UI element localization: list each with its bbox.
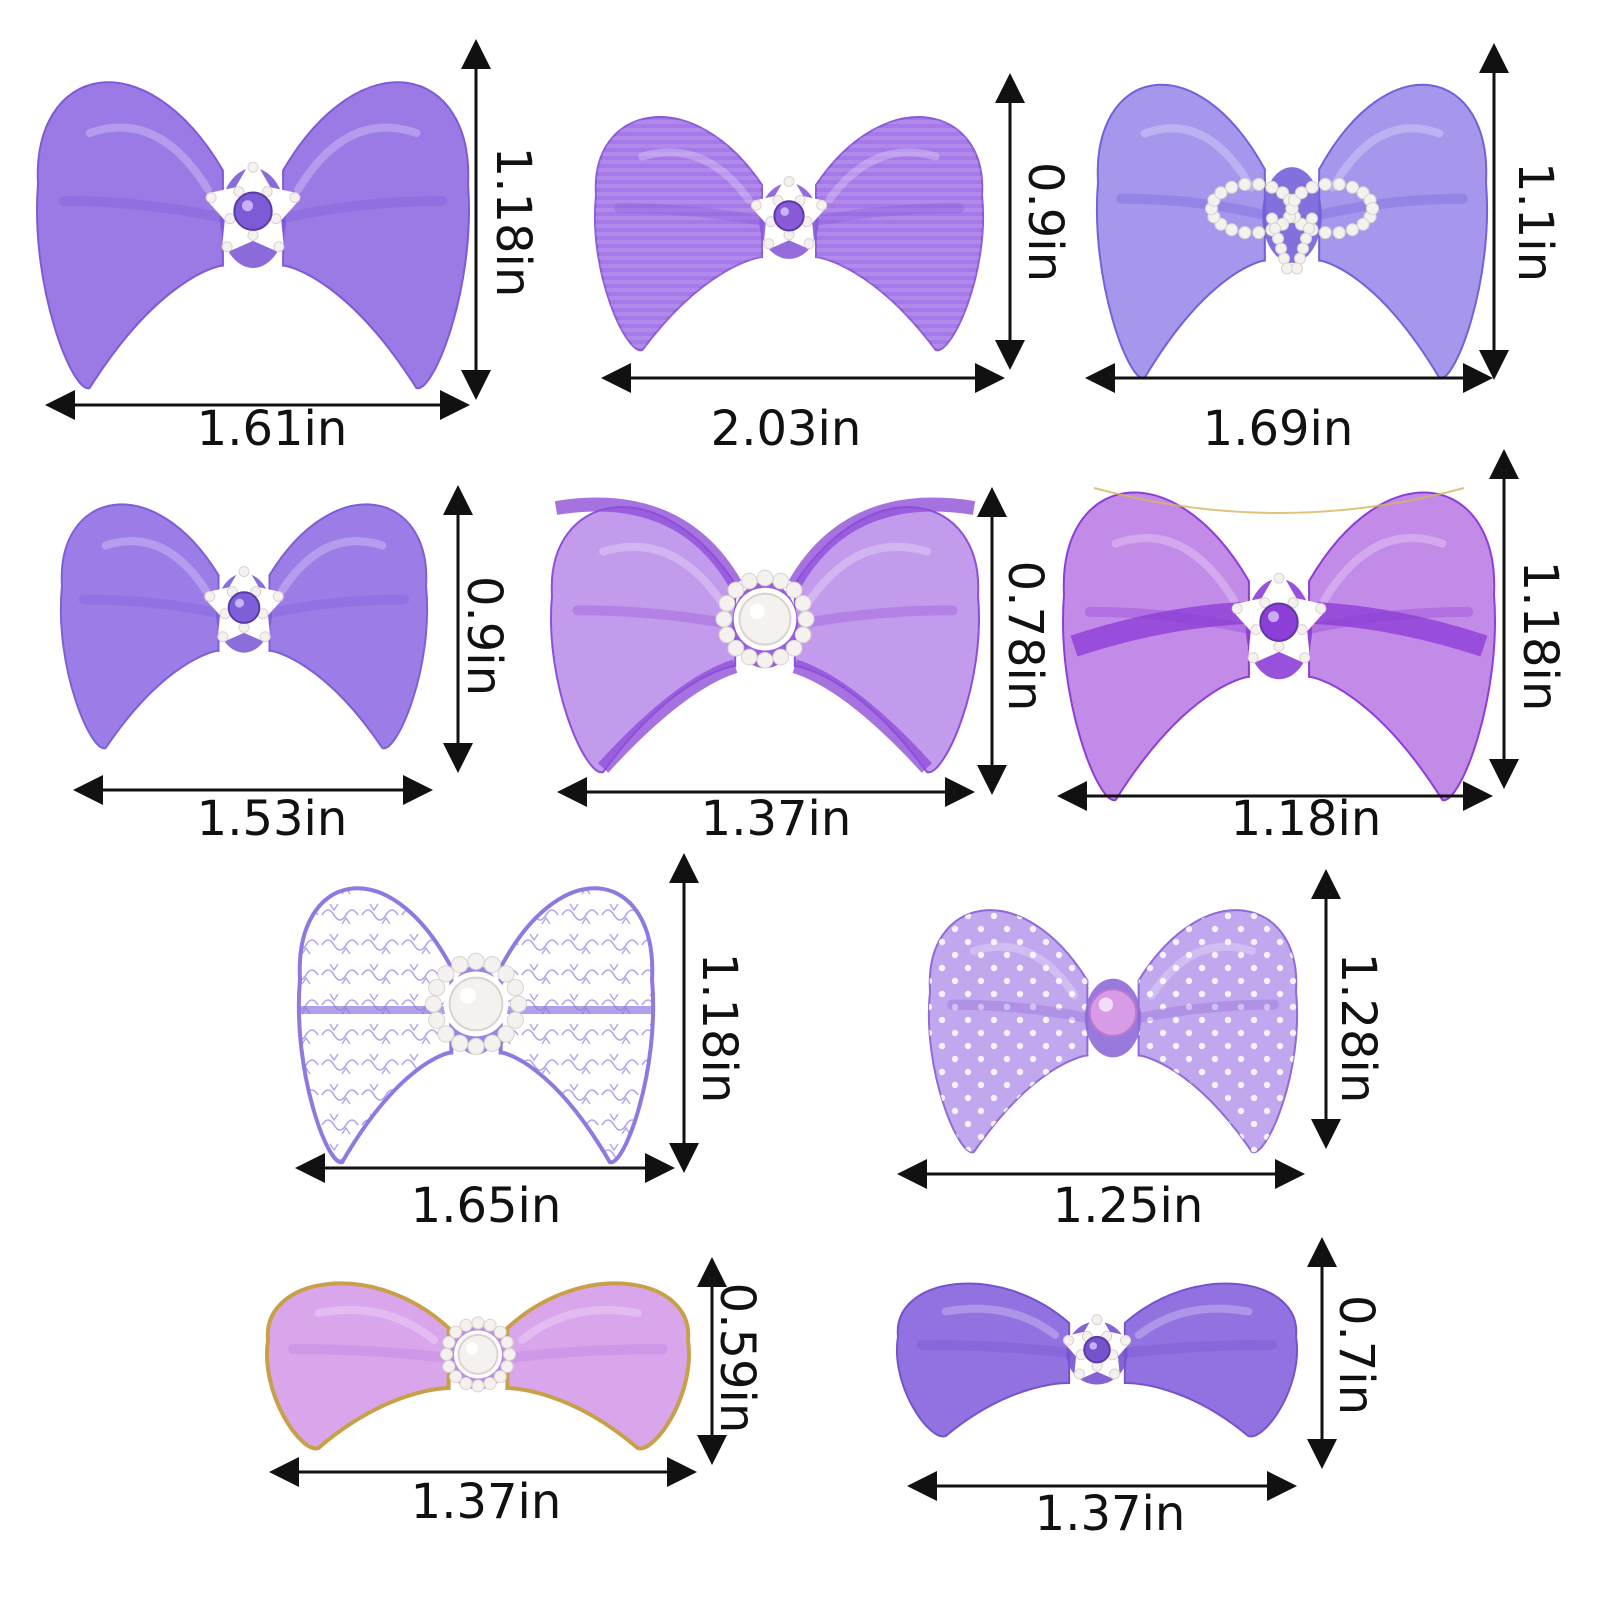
- width-label-9: 1.37in: [410, 1474, 562, 1530]
- width-label-5: 1.37in: [700, 791, 852, 847]
- height-label-9: 0.59in: [709, 1282, 765, 1434]
- height-label-6: 1.18in: [1512, 560, 1568, 712]
- height-label-1: 1.18in: [485, 146, 541, 298]
- height-label-5: 0.78in: [997, 560, 1053, 712]
- width-label-4: 1.53in: [196, 791, 348, 847]
- height-label-2: 0.9in: [1017, 161, 1073, 283]
- bow-4: [59, 503, 429, 750]
- bow-6: [1062, 487, 1496, 802]
- width-label-10: 1.37in: [1034, 1486, 1186, 1542]
- bow-2: [593, 116, 985, 352]
- width-label-3: 1.69in: [1202, 401, 1354, 457]
- width-label-2: 2.03in: [710, 401, 862, 457]
- width-label-7: 1.65in: [410, 1178, 562, 1234]
- height-label-3: 1.1in: [1507, 161, 1563, 283]
- bow-3: [1096, 83, 1488, 380]
- bow-10: [895, 1282, 1299, 1438]
- bow-8: [927, 909, 1299, 1154]
- bow-5: [550, 497, 980, 774]
- height-label-10: 0.7in: [1328, 1294, 1384, 1416]
- width-label-8: 1.25in: [1052, 1178, 1204, 1234]
- bow-7: [296, 886, 656, 1165]
- bow-1: [36, 81, 470, 390]
- height-label-4: 0.9in: [456, 575, 512, 697]
- width-label-1: 1.61in: [196, 401, 348, 457]
- height-label-8: 1.28in: [1330, 952, 1386, 1104]
- height-label-7: 1.18in: [691, 952, 747, 1104]
- width-label-6: 1.18in: [1230, 791, 1382, 847]
- bow-9: [265, 1281, 691, 1451]
